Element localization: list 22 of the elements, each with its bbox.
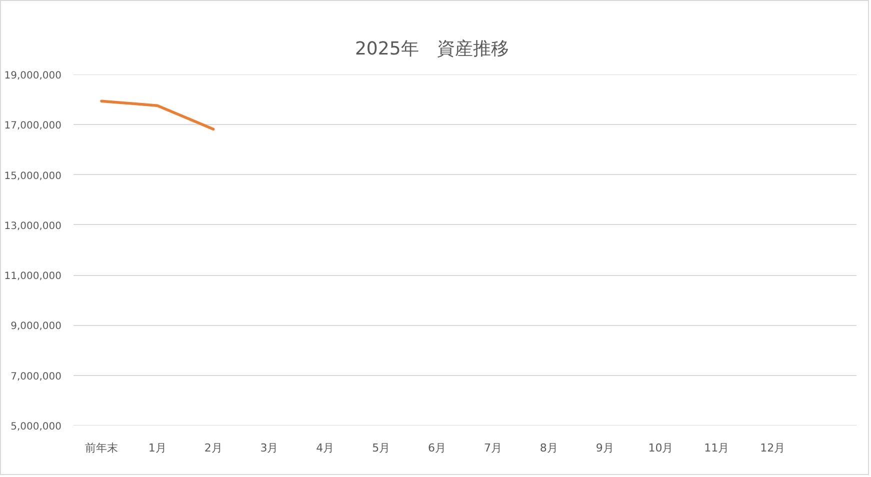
y-tick-label: 7,000,000 (10, 371, 62, 382)
x-tick-label: 2月 (204, 442, 222, 454)
x-tick-label: 4月 (316, 442, 334, 454)
y-tick-label: 13,000,000 (4, 220, 62, 232)
x-tick-label: 11月 (704, 442, 730, 454)
chart-title: 2025年 資産推移 (354, 38, 509, 60)
y-tick-label: 9,000,000 (10, 321, 62, 332)
x-tick-label: 7月 (484, 442, 502, 454)
x-tick-label: 5月 (372, 442, 390, 454)
x-tick-label: 3月 (260, 442, 278, 454)
x-tick-label: 6月 (428, 442, 446, 454)
x-tick-label: 8月 (540, 442, 558, 454)
x-tick-label: 10月 (648, 442, 674, 454)
x-tick-label: 9月 (596, 442, 614, 454)
y-tick-label: 19,000,000 (4, 70, 62, 82)
y-tick-label: 15,000,000 (4, 170, 62, 182)
x-tick-label: 1月 (148, 442, 166, 454)
y-tick-label: 5,000,000 (10, 422, 62, 432)
y-tick-label: 11,000,000 (4, 271, 62, 282)
x-tick-label: 12月 (760, 442, 786, 454)
y-tick-label: 17,000,000 (4, 120, 62, 132)
x-tick-label: 前年末 (84, 442, 118, 454)
